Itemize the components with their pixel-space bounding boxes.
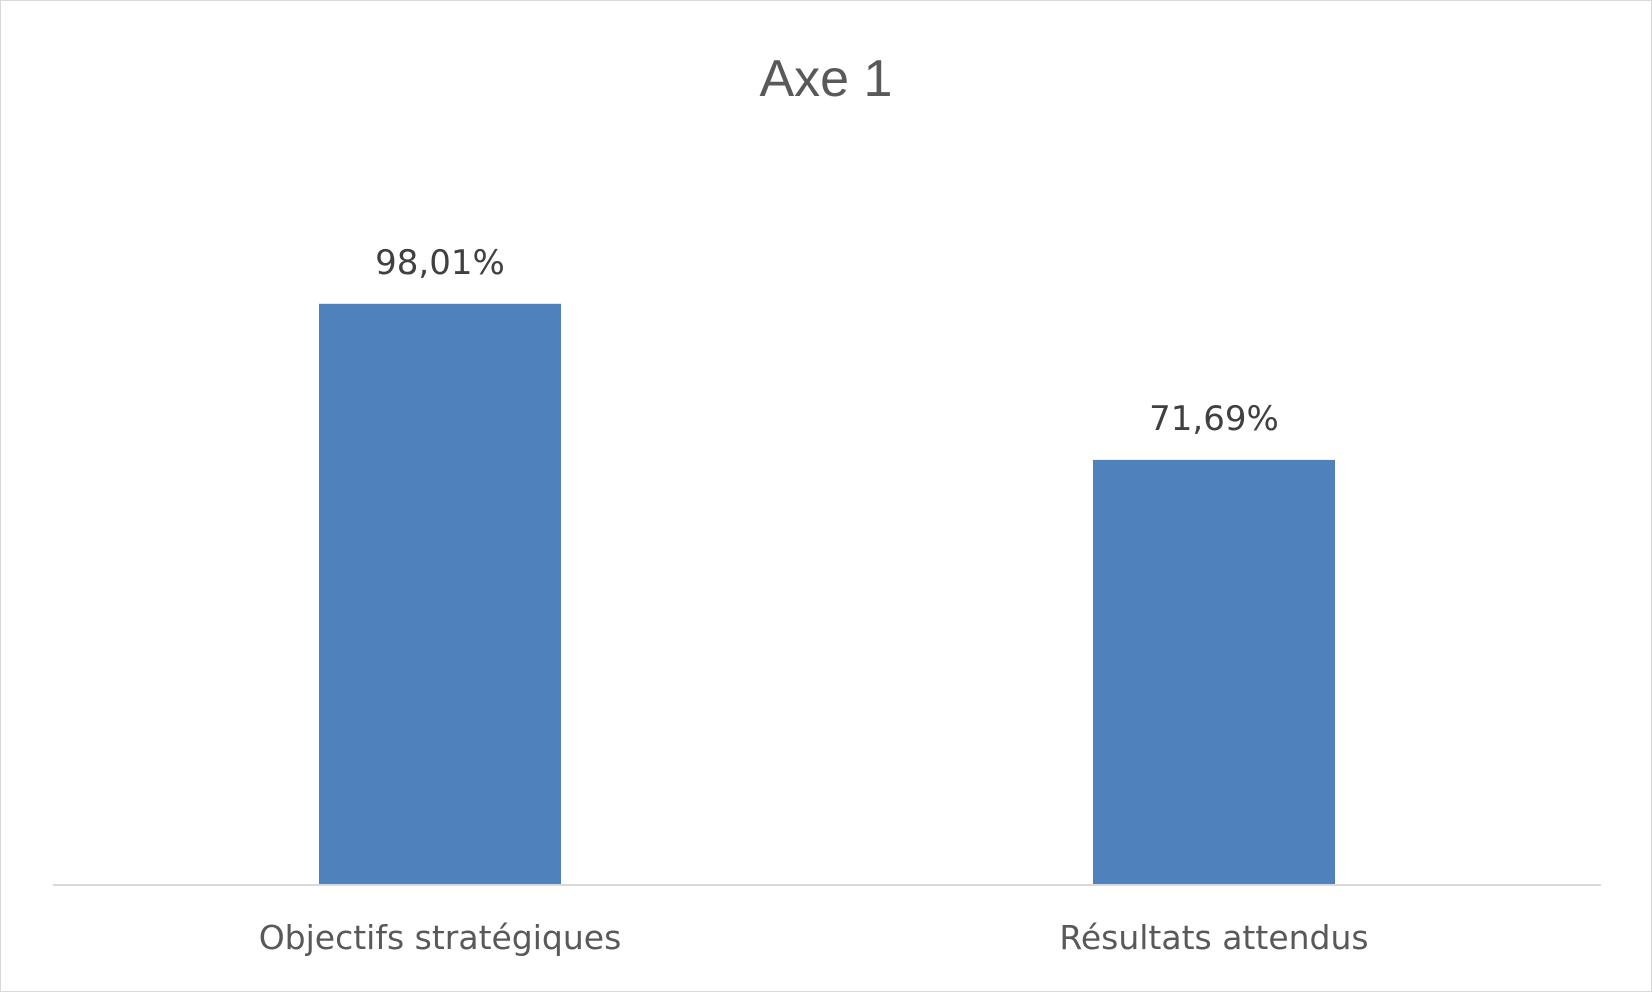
bar-2 (1093, 459, 1335, 885)
bar-1 (319, 303, 561, 885)
chart-title: Axe 1 (760, 50, 893, 108)
category-label-2: Résultats attendus (1059, 918, 1368, 957)
category-label-1: Objectifs stratégiques (259, 918, 622, 957)
labels-layer: 98,01% Objectifs stratégiques 71,69% Résult… (259, 243, 1369, 957)
data-label-1: 98,01% (375, 243, 505, 283)
data-label-2: 71,69% (1149, 399, 1279, 439)
bars-layer (319, 303, 1335, 885)
